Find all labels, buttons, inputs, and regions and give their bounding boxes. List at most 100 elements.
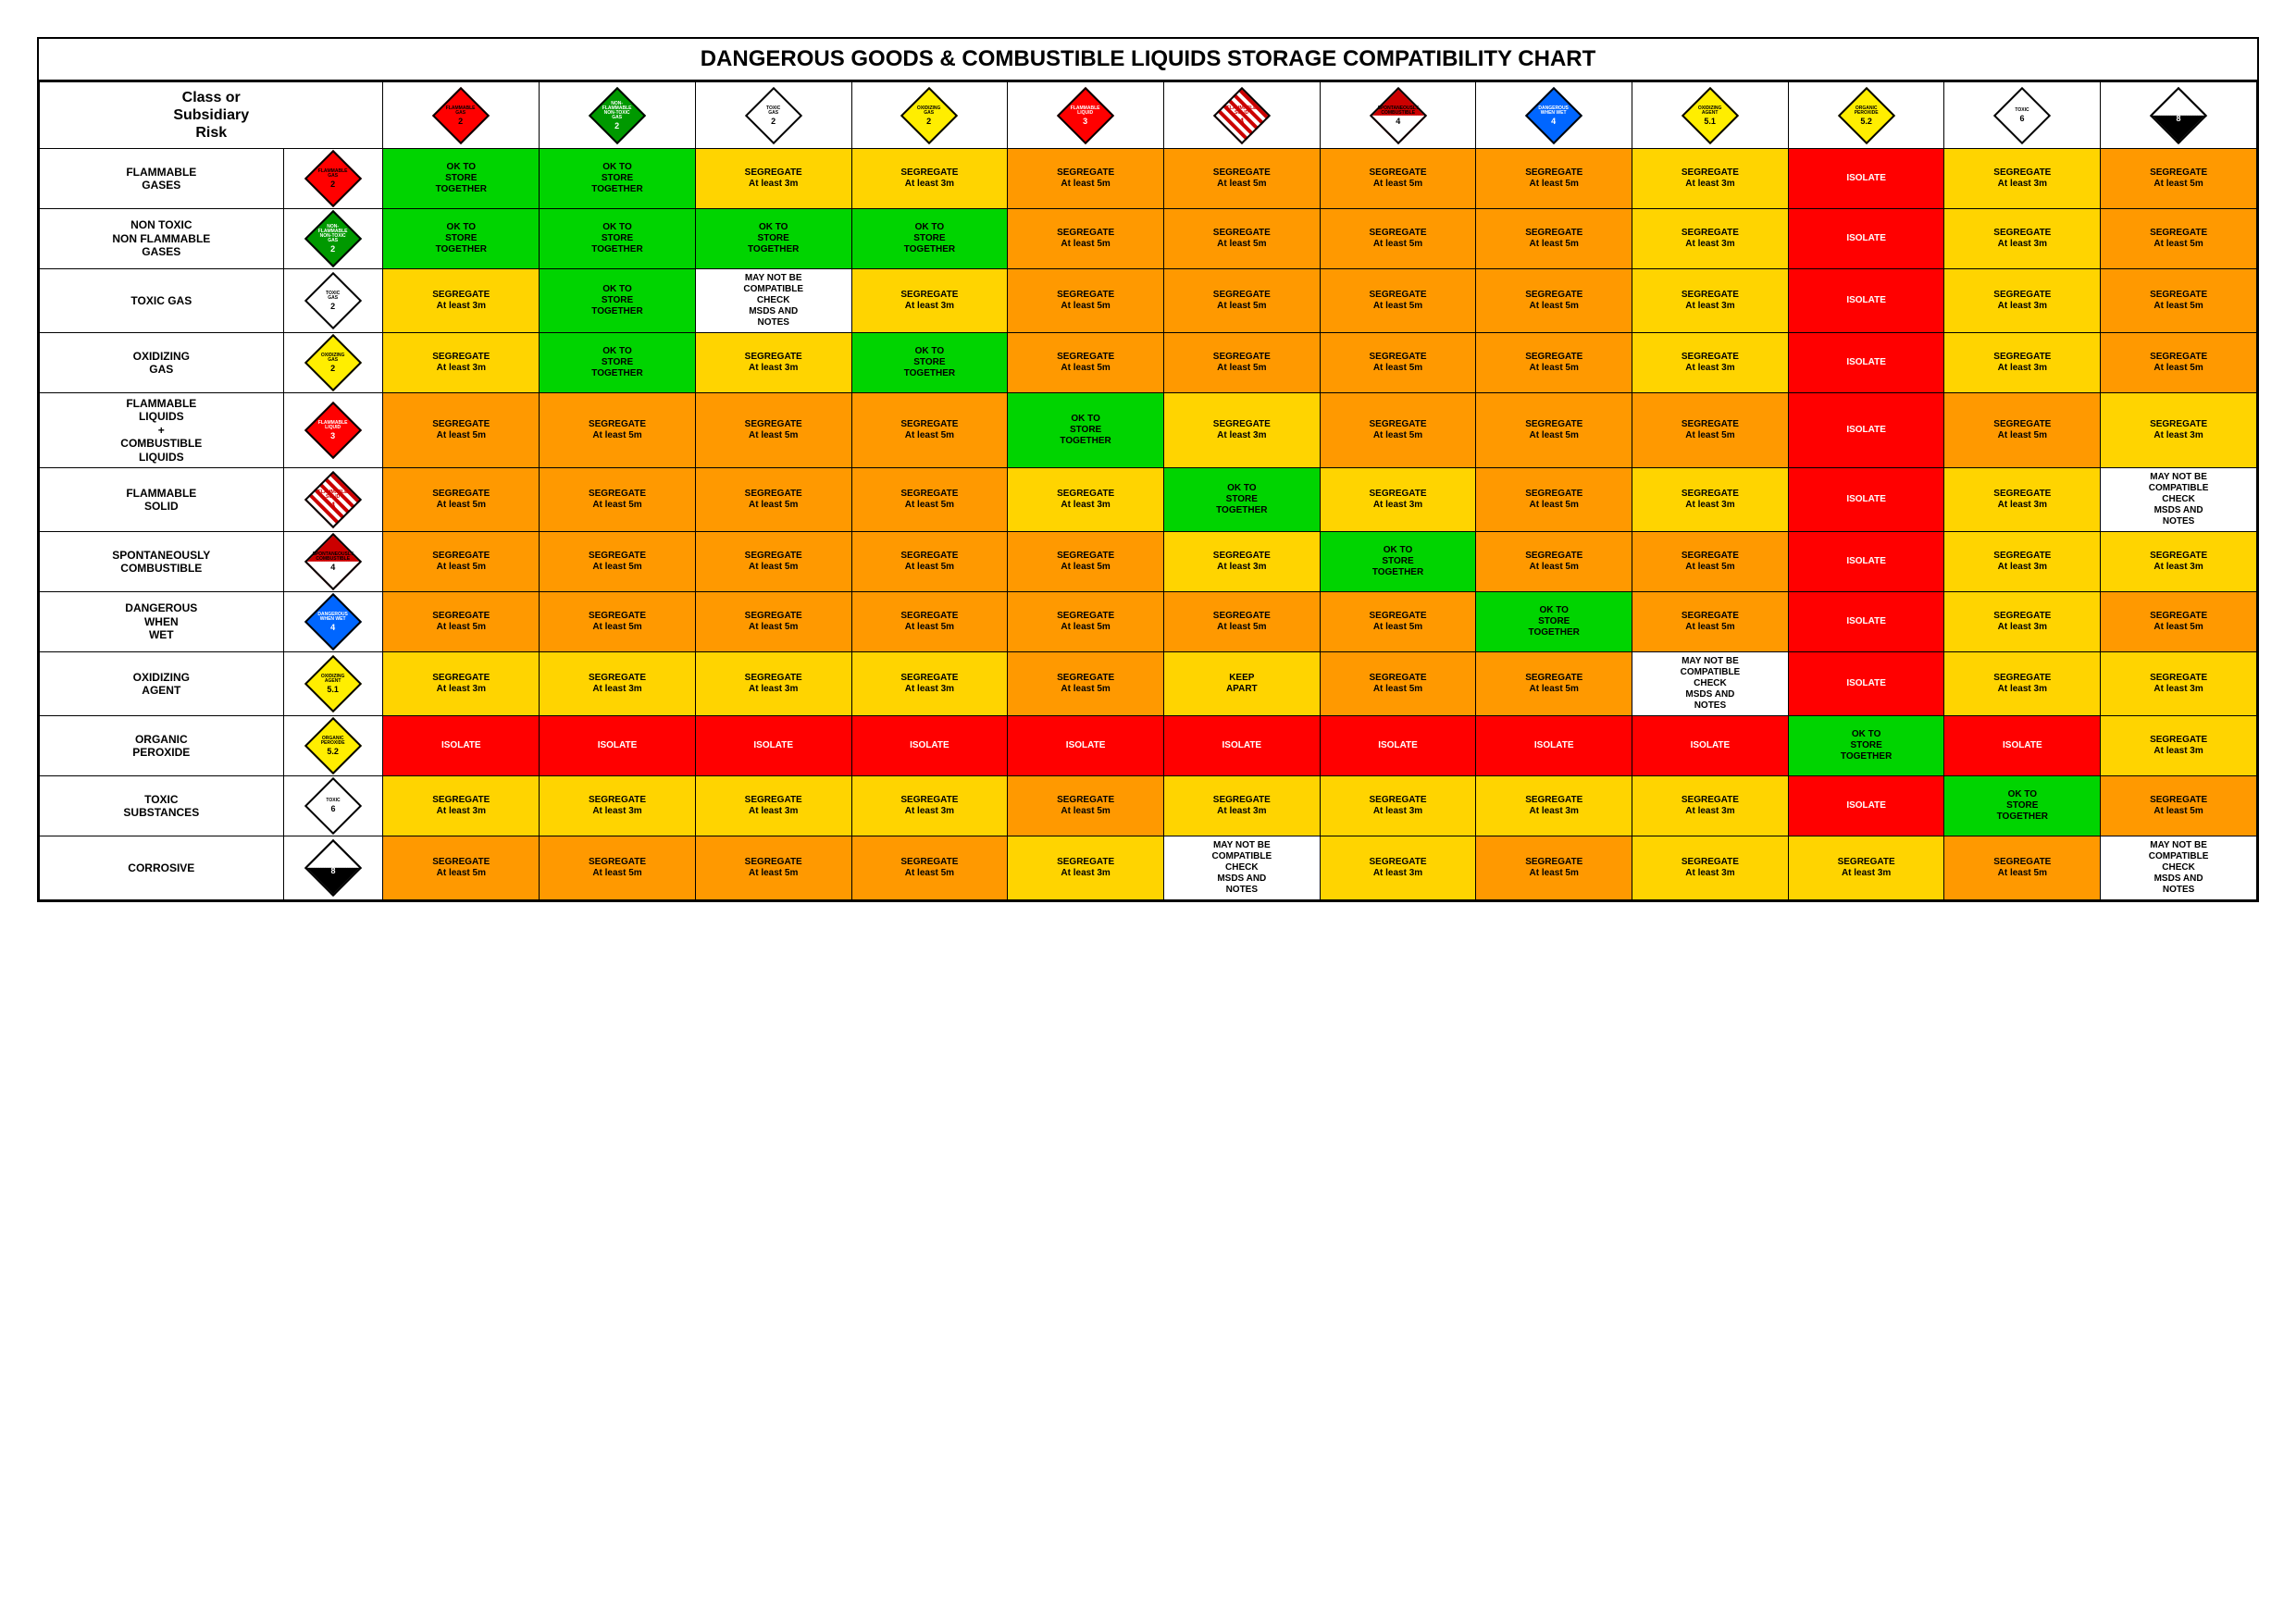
row-label-c41: FLAMMABLE SOLID bbox=[40, 467, 284, 531]
cell: SEGREGATE At least 5m bbox=[851, 836, 1008, 899]
cell: SEGREGATE At least 5m bbox=[1320, 393, 1476, 468]
cell: SEGREGATE At least 3m bbox=[540, 775, 696, 836]
table-row: TOXIC GASTOXICGAS2SEGREGATE At least 3mO… bbox=[40, 269, 2257, 333]
cell: ISOLATE bbox=[1788, 467, 1944, 531]
cell: ISOLATE bbox=[1788, 651, 1944, 715]
cell: SEGREGATE At least 5m bbox=[695, 591, 851, 651]
cell: MAY NOT BE COMPATIBLE CHECK MSDS AND NOT… bbox=[2101, 467, 2257, 531]
cell: SEGREGATE At least 3m bbox=[1788, 836, 1944, 899]
cell: ISOLATE bbox=[1944, 715, 2101, 775]
cell: SEGREGATE At least 5m bbox=[1320, 651, 1476, 715]
col-header-c43: DANGEROUSWHEN WET4 bbox=[1476, 82, 1632, 149]
cell: ISOLATE bbox=[383, 715, 540, 775]
cell: SEGREGATE At least 5m bbox=[383, 393, 540, 468]
cell: SEGREGATE At least 3m bbox=[1944, 591, 2101, 651]
hazard-placard-icon: SPONTANEOUSLYCOMBUSTIBLE4 bbox=[304, 533, 362, 590]
row-icon-c8: CORROSIVE8 bbox=[283, 836, 383, 899]
hazard-placard-icon: CORROSIVE8 bbox=[2150, 86, 2207, 143]
hazard-placard-icon: TOXIC6 bbox=[1993, 86, 2051, 143]
cell: SEGREGATE At least 3m bbox=[1632, 209, 1789, 269]
cell: OK TO STORE TOGETHER bbox=[1008, 393, 1164, 468]
cell: SEGREGATE At least 3m bbox=[851, 269, 1008, 333]
cell: SEGREGATE At least 3m bbox=[1944, 467, 2101, 531]
cell: SEGREGATE At least 5m bbox=[383, 531, 540, 591]
row-icon-c41: FLAMMABLESOLID4 bbox=[283, 467, 383, 531]
row-icon-c21: FLAMMABLEGAS2 bbox=[283, 149, 383, 209]
header-row: Class or Subsidiary Risk FLAMMABLEGAS2NO… bbox=[40, 82, 2257, 149]
cell: SEGREGATE At least 5m bbox=[1008, 651, 1164, 715]
cell: SEGREGATE At least 5m bbox=[2101, 209, 2257, 269]
cell: SEGREGATE At least 5m bbox=[2101, 269, 2257, 333]
cell: SEGREGATE At least 3m bbox=[1944, 209, 2101, 269]
cell: SEGREGATE At least 5m bbox=[2101, 149, 2257, 209]
cell: SEGREGATE At least 3m bbox=[1632, 333, 1789, 393]
row-label-c43: DANGEROUS WHEN WET bbox=[40, 591, 284, 651]
cell: OK TO STORE TOGETHER bbox=[1320, 531, 1476, 591]
hazard-placard-icon: DANGEROUSWHEN WET4 bbox=[304, 593, 362, 650]
hazard-placard-icon: TOXICGAS2 bbox=[745, 86, 802, 143]
row-label-c23: TOXIC GAS bbox=[40, 269, 284, 333]
row-icon-c43: DANGEROUSWHEN WET4 bbox=[283, 591, 383, 651]
cell: SEGREGATE At least 3m bbox=[1320, 775, 1476, 836]
cell: SEGREGATE At least 3m bbox=[1632, 775, 1789, 836]
hazard-placard-icon: ORGANICPEROXIDE5.2 bbox=[304, 717, 362, 774]
cell: ISOLATE bbox=[1788, 393, 1944, 468]
row-label-c52: ORGANIC PEROXIDE bbox=[40, 715, 284, 775]
hazard-placard-icon: FLAMMABLESOLID4 bbox=[304, 471, 362, 528]
cell: ISOLATE bbox=[1320, 715, 1476, 775]
chart-title: DANGEROUS GOODS & COMBUSTIBLE LIQUIDS ST… bbox=[39, 39, 2257, 81]
cell: OK TO STORE TOGETHER bbox=[540, 333, 696, 393]
cell: ISOLATE bbox=[851, 715, 1008, 775]
row-icon-c6: TOXIC6 bbox=[283, 775, 383, 836]
cell: SEGREGATE At least 5m bbox=[1320, 269, 1476, 333]
cell: SEGREGATE At least 3m bbox=[1944, 149, 2101, 209]
cell: SEGREGATE At least 3m bbox=[1944, 651, 2101, 715]
row-label-c3: FLAMMABLE LIQUIDS + COMBUSTIBLE LIQUIDS bbox=[40, 393, 284, 468]
cell: SEGREGATE At least 5m bbox=[1008, 149, 1164, 209]
cell: SEGREGATE At least 5m bbox=[1320, 209, 1476, 269]
hazard-placard-icon: CORROSIVE8 bbox=[304, 839, 362, 897]
row-icon-c51: OXIDIZINGAGENT5.1 bbox=[283, 651, 383, 715]
cell: SEGREGATE At least 5m bbox=[1008, 333, 1164, 393]
cell: SEGREGATE At least 3m bbox=[1944, 269, 2101, 333]
row-icon-c22: NON-FLAMMABLENON-TOXICGAS2 bbox=[283, 209, 383, 269]
cell: SEGREGATE At least 3m bbox=[695, 333, 851, 393]
hazard-placard-icon: OXIDIZINGGAS2 bbox=[900, 86, 958, 143]
cell: OK TO STORE TOGETHER bbox=[1476, 591, 1632, 651]
cell: SEGREGATE At least 5m bbox=[1632, 531, 1789, 591]
cell: SEGREGATE At least 3m bbox=[1944, 531, 2101, 591]
cell: SEGREGATE At least 5m bbox=[1476, 149, 1632, 209]
cell: SEGREGATE At least 5m bbox=[851, 467, 1008, 531]
row-label-c8: CORROSIVE bbox=[40, 836, 284, 899]
col-header-c8: CORROSIVE8 bbox=[2101, 82, 2257, 149]
cell: SEGREGATE At least 3m bbox=[2101, 651, 2257, 715]
corner-header: Class or Subsidiary Risk bbox=[40, 82, 383, 149]
table-row: OXIDIZING GASOXIDIZINGGAS2SEGREGATE At l… bbox=[40, 333, 2257, 393]
col-header-c23: TOXICGAS2 bbox=[695, 82, 851, 149]
cell: SEGREGATE At least 3m bbox=[1320, 836, 1476, 899]
col-header-c51: OXIDIZINGAGENT5.1 bbox=[1632, 82, 1789, 149]
cell: MAY NOT BE COMPATIBLE CHECK MSDS AND NOT… bbox=[1163, 836, 1320, 899]
cell: OK TO STORE TOGETHER bbox=[1788, 715, 1944, 775]
hazard-placard-icon: NON-FLAMMABLENON-TOXICGAS2 bbox=[589, 86, 646, 143]
col-header-c22: NON-FLAMMABLENON-TOXICGAS2 bbox=[540, 82, 696, 149]
row-label-c22: NON TOXIC NON FLAMMABLE GASES bbox=[40, 209, 284, 269]
col-header-c42: SPONTANEOUSLYCOMBUSTIBLE4 bbox=[1320, 82, 1476, 149]
cell: MAY NOT BE COMPATIBLE CHECK MSDS AND NOT… bbox=[2101, 836, 2257, 899]
cell: SEGREGATE At least 5m bbox=[1944, 393, 2101, 468]
cell: ISOLATE bbox=[1788, 209, 1944, 269]
cell: ISOLATE bbox=[1788, 775, 1944, 836]
cell: SEGREGATE At least 3m bbox=[1163, 775, 1320, 836]
compatibility-chart: DANGEROUS GOODS & COMBUSTIBLE LIQUIDS ST… bbox=[37, 37, 2259, 902]
cell: SEGREGATE At least 3m bbox=[2101, 715, 2257, 775]
cell: SEGREGATE At least 5m bbox=[1008, 591, 1164, 651]
cell: SEGREGATE At least 5m bbox=[851, 531, 1008, 591]
cell: ISOLATE bbox=[1476, 715, 1632, 775]
cell: SEGREGATE At least 5m bbox=[1163, 333, 1320, 393]
cell: SEGREGATE At least 5m bbox=[540, 836, 696, 899]
cell: SEGREGATE At least 3m bbox=[2101, 531, 2257, 591]
hazard-placard-icon: OXIDIZINGAGENT5.1 bbox=[304, 655, 362, 712]
cell: SEGREGATE At least 5m bbox=[1320, 591, 1476, 651]
hazard-placard-icon: TOXICGAS2 bbox=[304, 272, 362, 329]
cell: SEGREGATE At least 5m bbox=[1163, 149, 1320, 209]
